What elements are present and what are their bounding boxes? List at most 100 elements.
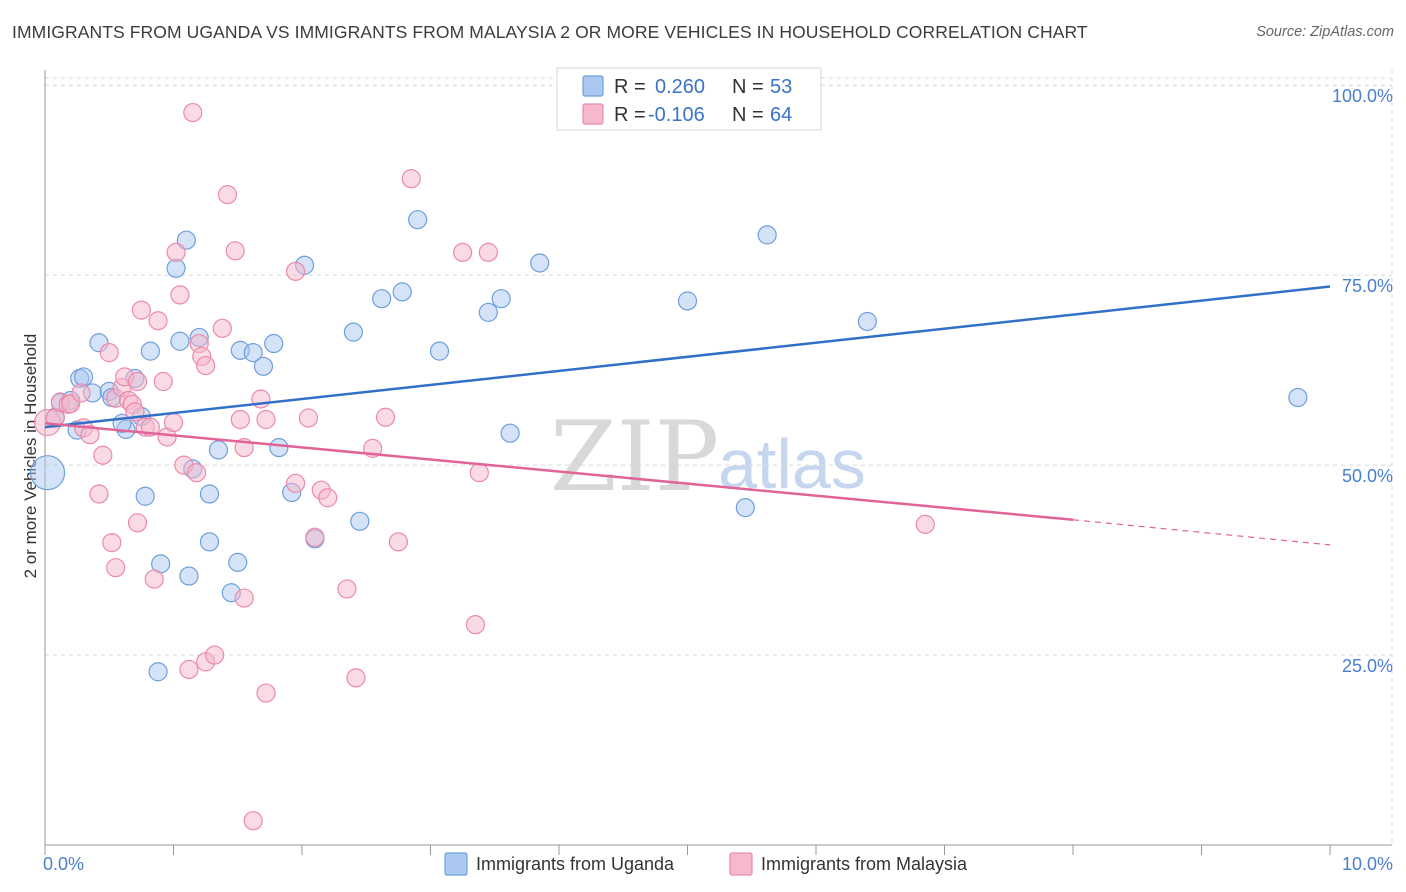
malaysia-point (478, 242, 498, 262)
uganda-point (1288, 387, 1308, 408)
legend-swatch-uganda (582, 75, 604, 97)
uganda-point (350, 511, 370, 531)
legend-r-value-malaysia: -0.106 (648, 104, 705, 126)
uganda-point (135, 486, 155, 506)
trend-lines (44, 285, 1331, 546)
uganda-point (757, 225, 777, 245)
gridlines (45, 70, 1393, 845)
malaysia-point (196, 355, 216, 376)
malaysia-point (298, 408, 319, 428)
chart-title: IMMIGRANTS FROM UGANDA VS IMMIGRANTS FRO… (12, 22, 1088, 42)
uganda-point (857, 311, 878, 332)
y-axis-title: 2 or more Vehicles in Household (21, 334, 40, 579)
malaysia-point (153, 371, 173, 392)
uganda-trend-line (44, 285, 1331, 429)
uganda-point (228, 552, 248, 572)
legend-r-value-uganda: 0.260 (655, 76, 705, 98)
uganda-point (392, 282, 412, 302)
legend-n-value-uganda: 53 (770, 76, 792, 98)
malaysia-point (205, 645, 225, 665)
source-credit: Source: ZipAtlas.com (1256, 24, 1394, 40)
uganda-point (491, 289, 511, 309)
uganda-point (208, 440, 229, 460)
malaysia-point (285, 261, 306, 281)
uganda-point (243, 343, 263, 363)
uganda-point (269, 438, 289, 458)
y-tick-label: 25.0% (1342, 656, 1393, 676)
malaysia-point (99, 343, 119, 363)
malaysia-trend-extension (1072, 519, 1331, 546)
malaysia-point (183, 102, 203, 123)
malaysia-point (217, 185, 238, 205)
malaysia-point (375, 407, 396, 427)
uganda-point (29, 455, 66, 491)
malaysia-point (243, 811, 263, 831)
series-legend-swatch-uganda (444, 852, 468, 876)
legend-n-label-uganda: N = (732, 76, 764, 98)
malaysia-point (256, 683, 276, 703)
uganda-point (140, 341, 160, 361)
watermark-atlas: atlas (718, 425, 866, 503)
y-tick-label: 100.0% (1332, 86, 1393, 106)
malaysia-point (465, 615, 486, 635)
uganda-point (677, 291, 698, 311)
malaysia-point (166, 242, 186, 262)
uganda-point (372, 289, 392, 309)
uganda-point (343, 322, 363, 342)
legend-r-label-malaysia: R = (614, 104, 646, 126)
uganda-point (166, 258, 186, 278)
malaysia-point (234, 588, 254, 608)
malaysia-point (170, 285, 190, 305)
malaysia-point (256, 409, 276, 430)
malaysia-point (102, 532, 122, 553)
legend-n-label-malaysia: N = (732, 104, 764, 126)
malaysia-point (469, 463, 489, 483)
malaysia-point (163, 412, 184, 433)
malaysia-point (106, 558, 126, 578)
malaysia-point (148, 311, 168, 331)
malaysia-point (187, 463, 207, 483)
malaysia-point (401, 169, 421, 189)
malaysia-point (453, 242, 473, 262)
malaysia-point (89, 484, 109, 504)
malaysia-point (305, 527, 325, 547)
malaysia-point (71, 383, 91, 403)
uganda-point (148, 662, 168, 682)
malaysia-point (337, 579, 357, 599)
uganda-point (500, 423, 520, 443)
malaysia-point (80, 425, 100, 445)
uganda-point (429, 341, 450, 361)
series-legend-label-uganda: Immigrants from Uganda (476, 854, 675, 874)
x-tick-label: 0.0% (43, 854, 84, 874)
uganda-point (179, 566, 199, 586)
watermark-zip: ZIP (550, 401, 719, 513)
uganda-point (73, 367, 94, 387)
malaysia-point (127, 513, 148, 533)
malaysia-point (144, 569, 164, 589)
malaysia-point (915, 514, 935, 534)
series-legend: Immigrants from Uganda Immigrants from M… (444, 852, 968, 876)
legend-n-value-malaysia: 64 (770, 104, 792, 126)
malaysia-point (318, 488, 338, 508)
series-legend-label-malaysia: Immigrants from Malaysia (761, 854, 968, 874)
uganda-point (199, 532, 220, 552)
uganda-point (264, 333, 284, 354)
legend-r-label-uganda: R = (614, 76, 646, 98)
uganda-point (408, 210, 428, 230)
data-points (29, 102, 1308, 831)
legend-swatch-malaysia (582, 103, 604, 125)
uganda-point (530, 253, 550, 273)
uganda-point (253, 356, 274, 376)
malaysia-point (93, 445, 113, 465)
malaysia-point (230, 409, 250, 430)
malaysia-point (127, 371, 148, 392)
axis-ticks: 25.0% 50.0% 75.0% 100.0% 0.0% 10.0% (43, 86, 1393, 874)
y-tick-label: 50.0% (1342, 466, 1393, 486)
uganda-point (170, 331, 190, 351)
malaysia-point (131, 300, 151, 320)
malaysia-trend-line (44, 422, 1074, 522)
series-legend-swatch-malaysia (729, 852, 753, 876)
y-tick-label: 75.0% (1342, 276, 1393, 296)
malaysia-point (212, 318, 232, 338)
